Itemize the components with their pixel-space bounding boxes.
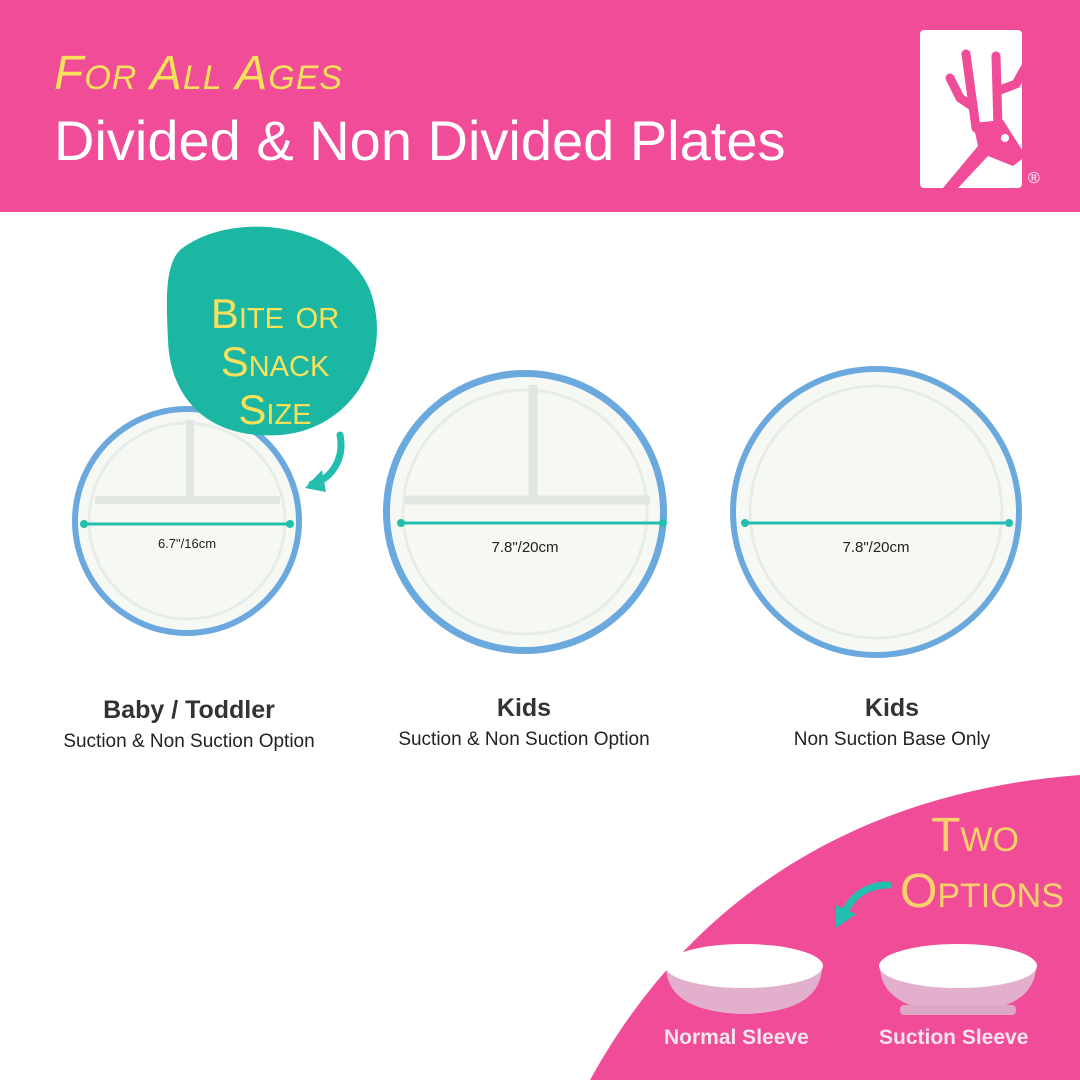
plate-title: Kids [496,694,552,722]
normal-sleeve-label: Normal Sleeve [664,1026,809,1049]
plate-caption: Baby / Toddler Suction & Non Suction Opt… [39,696,339,753]
two-options-heading: Two Options [900,808,1064,920]
badge-line1: Bite or [210,290,340,337]
bite-snack-badge: Bite or Snack Size [190,290,360,434]
plate-title: Baby / Toddler [103,696,275,724]
deer-logo-icon [920,30,1024,188]
options-line1: Two [931,809,1019,862]
plate-caption: Kids Suction & Non Suction Option [374,694,674,751]
suction-sleeve-label: Suction Sleeve [879,1026,1029,1049]
plate-subtitle: Non Suction Base Only [793,729,991,750]
options-line2: Options [900,865,1064,918]
page-title: Divided & Non Divided Plates [54,109,786,172]
header-banner: For All Ages Divided & Non Divided Plate… [0,0,1080,212]
plate-size-label: 6.7"/16cm [157,536,217,551]
tagline: For All Ages [54,47,344,100]
suction-sleeve-image [879,944,1037,1015]
badge-line2: Snack Size [220,338,330,433]
plate-subtitle: Suction & Non Suction Option [63,731,315,752]
registered-mark: ® [1028,170,1040,187]
plate-title: Kids [864,694,920,722]
plate-size-label: 7.8"/20cm [491,539,559,556]
plate-kids-divided [383,370,667,654]
badge-blob [166,226,377,436]
plate-baby-toddler [72,406,302,636]
plate-subtitle: Suction & Non Suction Option [398,729,650,750]
plate-caption: Kids Non Suction Base Only [742,694,1042,751]
plate-size-label: 7.8"/20cm [842,539,910,556]
plate-kids-non-divided [730,366,1022,658]
normal-sleeve-image [665,944,823,1014]
